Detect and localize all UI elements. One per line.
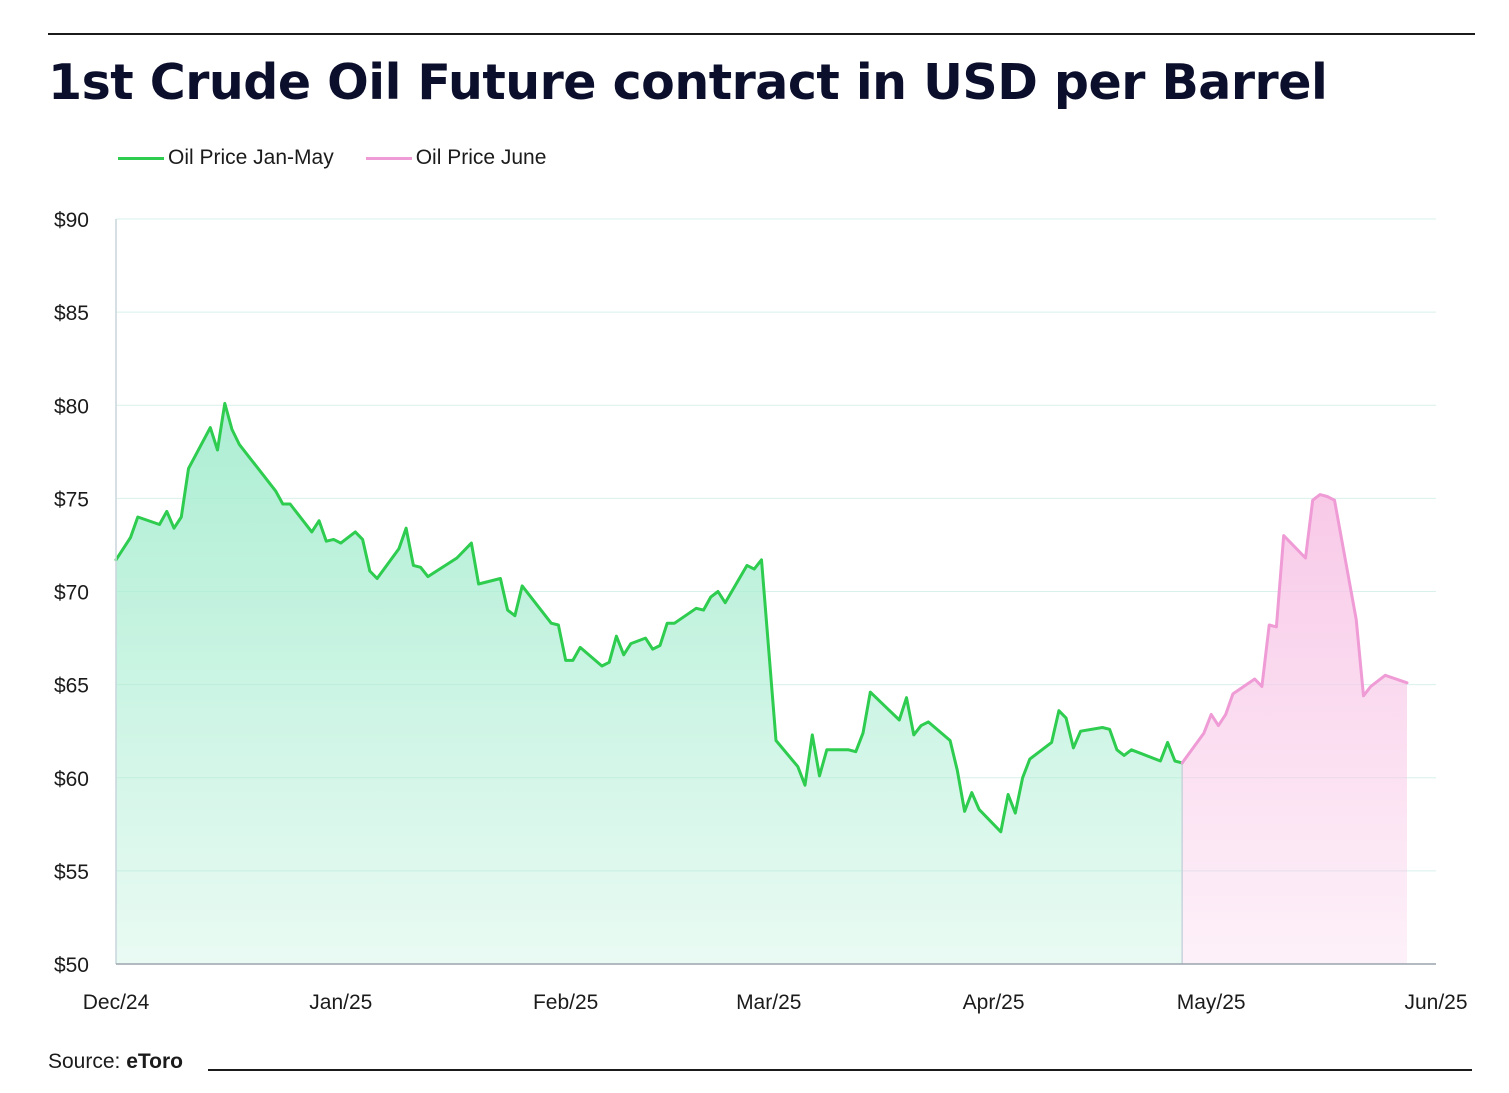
axis-layer	[115, 219, 1436, 965]
bottom-rule	[208, 1069, 1472, 1071]
x-tick-label: Jan/25	[309, 991, 372, 1014]
legend-label-jan-may: Oil Price Jan-May	[168, 146, 334, 169]
x-tick-label: Feb/25	[533, 991, 598, 1014]
legend-label-june: Oil Price June	[415, 146, 547, 169]
y-tick-label: $85	[54, 302, 89, 325]
label-layer: $50 $55 $60 $65 $70 $75 $80 $85 $90 Dec/24 Jan/25 F…	[54, 209, 1468, 1014]
legend-swatch-june	[365, 156, 412, 160]
y-tick-label: $55	[54, 861, 89, 884]
x-tick-label: Jun/25	[1404, 991, 1467, 1014]
y-tick-label: $65	[54, 675, 89, 698]
top-rule	[48, 33, 1475, 35]
legend-swatch-jan-may	[118, 156, 164, 160]
series-line-june	[1180, 493, 1409, 765]
y-tick-label: $80	[54, 395, 89, 418]
chart-legend: Oil Price Jan-May Oil Price June	[118, 146, 578, 170]
legend-item-june: Oil Price June	[365, 146, 547, 170]
line-layer	[114, 401, 1409, 834]
y-tick-label: $75	[54, 488, 89, 511]
y-tick-label: $60	[54, 768, 89, 791]
y-tick-label: $50	[54, 954, 89, 977]
source-label: Source:	[48, 1050, 121, 1073]
chart-title: 1st Crude Oil Future contract in USD per…	[48, 54, 1328, 111]
x-tick-label: Dec/24	[83, 991, 150, 1014]
x-tick-label: May/25	[1177, 991, 1246, 1014]
series-area-june	[1182, 494, 1407, 964]
legend-item-jan-may: Oil Price Jan-May	[118, 146, 334, 170]
source-value: eToro	[126, 1050, 183, 1073]
y-tick-label: $90	[54, 209, 89, 232]
source-note: Source: eToro	[48, 1050, 183, 1074]
area-layer	[116, 403, 1407, 964]
y-tick-label: $70	[54, 582, 89, 605]
x-tick-label: Apr/25	[963, 991, 1025, 1014]
series-area-jan-may	[116, 403, 1183, 964]
series-line-jan-may	[114, 401, 1184, 834]
x-tick-label: Mar/25	[736, 991, 801, 1014]
